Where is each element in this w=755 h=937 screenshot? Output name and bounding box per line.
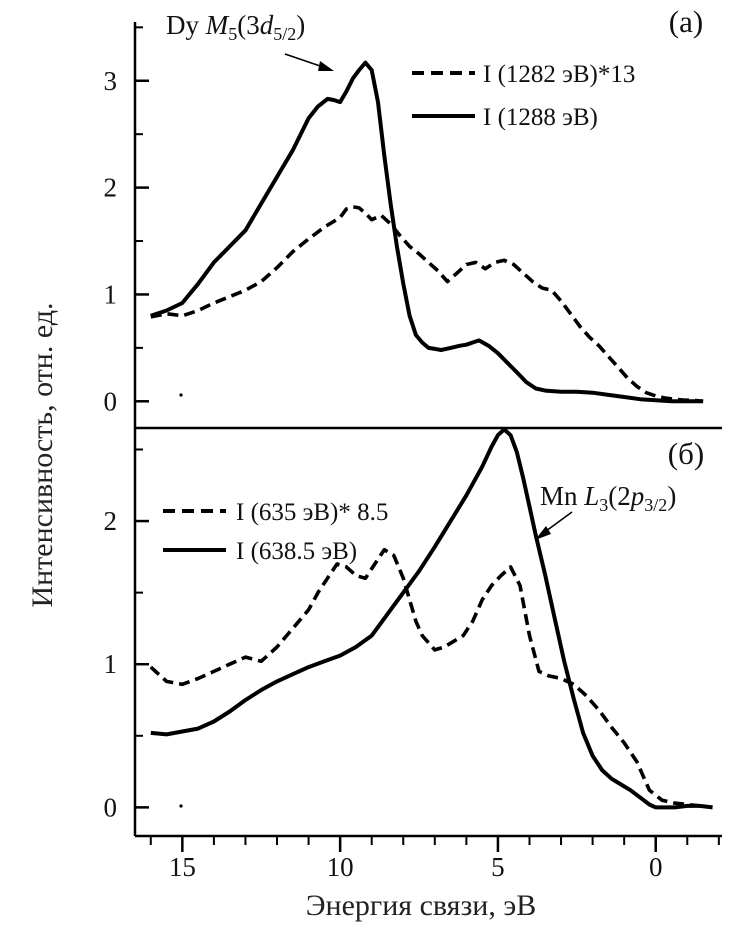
y-axis-title: Интенсивность, отн. ед.	[26, 302, 59, 607]
x-tick-label-1: 10	[327, 852, 354, 882]
panel-b-y-ticks: 0 1 2	[104, 448, 149, 822]
panel-b: 0 1 2 (б) I (635 эВ)* 8.5 I (638.5 эВ) Mn …	[104, 427, 713, 822]
x-axis-ticks: 15 10 5 0	[149, 836, 720, 882]
x-tick-label-3: 0	[649, 852, 663, 882]
y-tick-label-a-1: 1	[104, 279, 118, 309]
y-tick-label-a-3: 3	[104, 66, 118, 96]
x-axis-title: Энергия связи, эВ	[306, 889, 537, 922]
stray-dot-a	[179, 393, 183, 397]
stray-dot-b	[179, 804, 183, 808]
x-tick-label-2: 5	[491, 852, 505, 882]
annotation-arrow-b	[535, 511, 573, 540]
panel-a: 0 1 2 3 (а) I (1282 эВ)*13 I (1288 эВ) Dy M…	[104, 4, 704, 416]
series-a-solid-line	[150, 60, 704, 404]
annotation-dy-m5: Dy M5(3d5/2)	[166, 10, 305, 44]
y-tick-label-b-2: 2	[104, 506, 118, 536]
y-tick-label-b-1: 1	[104, 649, 118, 679]
x-tick-label-0: 15	[169, 852, 196, 882]
panel-a-legend: I (1282 эВ)*13 I (1288 эВ)	[412, 61, 635, 131]
panel-b-label: (б)	[668, 436, 704, 471]
panel-a-series	[150, 60, 704, 404]
annotation-arrow-a	[284, 53, 334, 71]
panel-a-label: (а)	[669, 4, 703, 39]
panel-a-y-ticks: 0 1 2 3	[104, 26, 149, 416]
legend-label-b-dashed: I (635 эВ)* 8.5	[236, 499, 388, 526]
annotation-mn-l3: Mn L3(2p3/2)	[540, 481, 676, 515]
series-a-dashed-line	[150, 205, 704, 404]
series-b-solid-line	[150, 427, 713, 810]
legend-label-b-solid: I (638.5 эВ)	[236, 538, 357, 565]
y-tick-label-a-0: 0	[104, 386, 118, 416]
y-tick-label-b-0: 0	[104, 792, 118, 822]
panel-b-legend: I (635 эВ)* 8.5 I (638.5 эВ)	[163, 499, 388, 565]
y-tick-label-a-2: 2	[104, 173, 118, 203]
legend-label-a-solid: I (1288 эВ)	[483, 104, 598, 131]
legend-label-a-dashed: I (1282 эВ)*13	[483, 61, 635, 88]
panel-b-series	[149, 427, 713, 810]
series-b-dashed-line	[149, 547, 713, 810]
